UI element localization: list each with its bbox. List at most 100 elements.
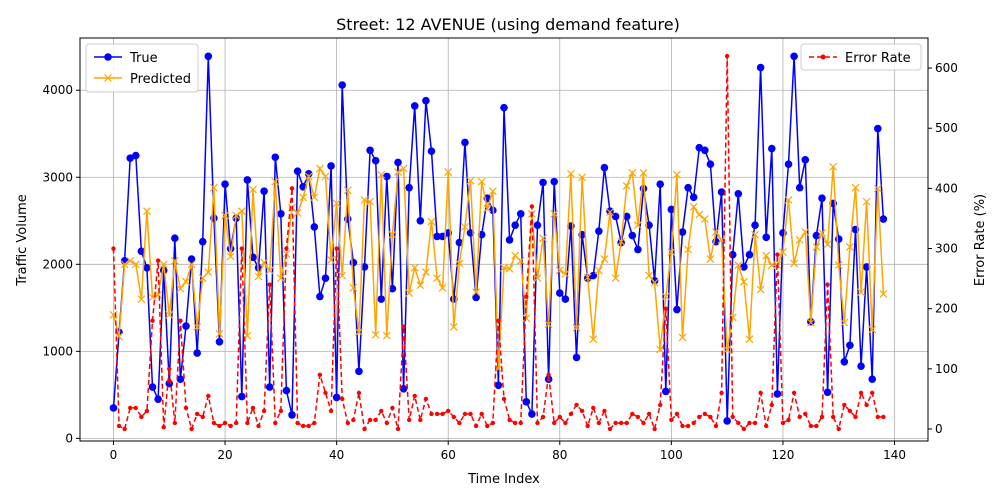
data-point bbox=[739, 277, 748, 286]
data-point bbox=[747, 420, 752, 426]
data-point bbox=[669, 417, 674, 423]
data-point bbox=[312, 420, 317, 426]
data-point bbox=[758, 390, 763, 396]
data-point bbox=[583, 273, 592, 282]
data-point bbox=[751, 221, 759, 229]
data-point bbox=[367, 417, 373, 423]
grid-lines bbox=[80, 38, 928, 441]
data-point bbox=[483, 204, 492, 213]
data-point bbox=[472, 293, 480, 302]
data-point bbox=[529, 204, 535, 209]
data-point bbox=[818, 229, 826, 237]
y-tick-label: 3000 bbox=[42, 170, 73, 184]
data-point bbox=[260, 187, 268, 195]
data-point bbox=[182, 277, 190, 286]
data-point bbox=[650, 277, 659, 285]
series-predicted bbox=[109, 162, 888, 373]
data-point bbox=[868, 325, 877, 334]
data-point bbox=[490, 420, 496, 426]
data-point bbox=[171, 234, 179, 242]
x-axis-label: Time Index bbox=[467, 472, 540, 487]
data-point bbox=[594, 266, 603, 275]
data-point bbox=[881, 414, 886, 420]
data-point bbox=[602, 408, 607, 414]
data-point bbox=[511, 221, 519, 229]
data-point bbox=[401, 324, 406, 329]
data-point bbox=[327, 256, 335, 264]
data-point bbox=[779, 248, 787, 257]
data-point bbox=[544, 320, 553, 329]
data-point bbox=[702, 411, 708, 417]
data-point bbox=[170, 256, 179, 265]
x-tick-label: 0 bbox=[110, 448, 118, 462]
legend-item: Error Rate bbox=[809, 51, 911, 66]
data-point bbox=[646, 411, 652, 417]
data-point bbox=[278, 408, 284, 414]
data-point bbox=[323, 390, 328, 396]
data-point bbox=[461, 138, 469, 147]
data-point bbox=[752, 420, 758, 426]
data-point bbox=[193, 323, 202, 331]
data-point bbox=[864, 402, 869, 408]
y2-tick-label: 300 bbox=[935, 242, 958, 256]
data-point bbox=[245, 420, 250, 426]
data-point bbox=[438, 283, 447, 292]
data-point bbox=[622, 182, 631, 190]
data-point bbox=[879, 215, 888, 223]
data-point bbox=[226, 252, 235, 261]
data-point bbox=[845, 242, 854, 251]
data-point bbox=[412, 393, 417, 399]
data-point bbox=[606, 208, 614, 217]
data-point bbox=[823, 240, 832, 249]
data-point bbox=[434, 411, 440, 417]
axes: 0 20 40 60 80 100 120 140 0 1000 2000 3000 4000 0 100 2… bbox=[42, 61, 957, 462]
data-point bbox=[834, 261, 843, 270]
data-point bbox=[284, 246, 289, 251]
data-point bbox=[144, 408, 150, 414]
data-point bbox=[187, 260, 196, 269]
data-point bbox=[756, 285, 765, 294]
data-point bbox=[857, 288, 865, 297]
data-point bbox=[550, 209, 559, 218]
data-point bbox=[477, 177, 486, 186]
data-point bbox=[691, 420, 696, 426]
data-point bbox=[741, 426, 747, 432]
data-point bbox=[606, 207, 614, 216]
data-point bbox=[589, 271, 598, 280]
data-point bbox=[578, 173, 587, 182]
y2-axis-label: Error Rate (%) bbox=[973, 194, 988, 286]
data-point bbox=[293, 167, 302, 175]
data-point bbox=[764, 423, 769, 429]
data-point bbox=[641, 420, 646, 426]
data-point bbox=[674, 411, 680, 417]
data-point bbox=[351, 417, 356, 423]
data-point bbox=[673, 170, 681, 179]
data-point bbox=[870, 390, 875, 396]
data-point bbox=[540, 414, 546, 420]
data-point bbox=[340, 396, 345, 402]
data-point bbox=[685, 423, 691, 429]
data-point bbox=[661, 387, 670, 396]
data-point bbox=[137, 247, 146, 256]
data-point bbox=[680, 423, 685, 429]
data-point bbox=[522, 314, 531, 323]
legend-label: Error Rate bbox=[845, 51, 911, 66]
legend-item: True bbox=[94, 51, 158, 66]
data-point bbox=[868, 375, 877, 384]
data-point bbox=[345, 420, 350, 426]
data-point bbox=[635, 414, 641, 420]
data-point bbox=[853, 414, 858, 420]
data-point bbox=[600, 255, 609, 264]
data-point bbox=[131, 260, 140, 269]
data-point bbox=[780, 420, 786, 426]
data-point bbox=[555, 266, 564, 275]
data-point bbox=[304, 172, 313, 181]
x-tick-label: 80 bbox=[552, 448, 567, 462]
data-point bbox=[795, 183, 804, 192]
data-point bbox=[784, 160, 793, 169]
data-point bbox=[624, 420, 629, 426]
data-point bbox=[512, 420, 518, 426]
data-point bbox=[306, 423, 311, 429]
data-point bbox=[126, 256, 135, 265]
data-point bbox=[455, 238, 464, 247]
